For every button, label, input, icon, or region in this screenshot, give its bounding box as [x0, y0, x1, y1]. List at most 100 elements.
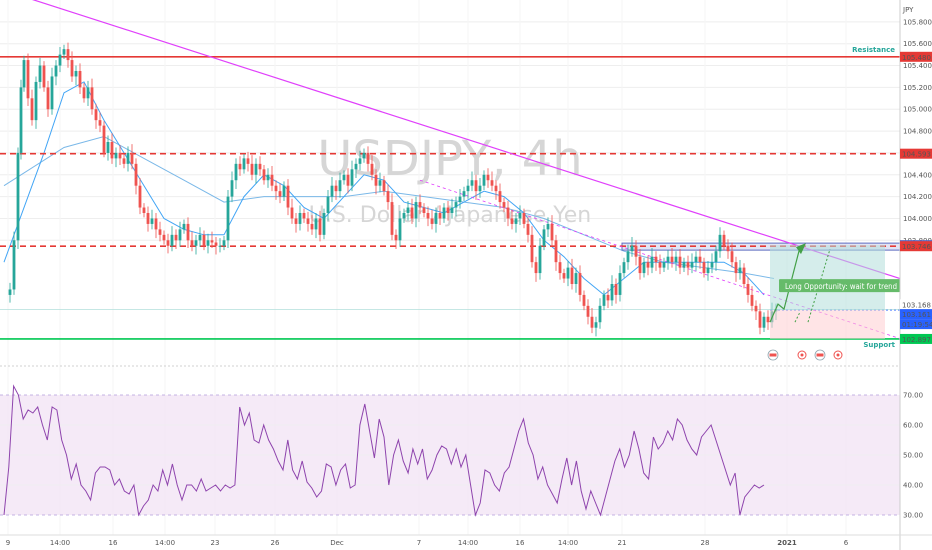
resistance-label[interactable]: Resistance: [852, 46, 895, 54]
chart-annotations[interactable]: Resistance Support Long Opportunity: wait …: [779, 46, 900, 349]
rsi-grid-lines: [0, 394, 900, 516]
price-tick-label: 105.000: [903, 106, 932, 114]
candle-body: [370, 163, 374, 175]
candle-body: [574, 273, 578, 284]
price-axis-level-labels: 105.480104.593103.756103.746103.168103.1…: [900, 51, 932, 344]
long-opportunity-text[interactable]: Long Opportunity: wait for trend: [785, 282, 897, 291]
candle-body: [342, 174, 346, 181]
rsi-tick-label: 60.00: [903, 422, 923, 430]
economic-event-icons[interactable]: [767, 349, 843, 361]
price-axis-badge: [900, 309, 932, 320]
candle-body: [354, 163, 358, 170]
price-tick-label: 104.800: [903, 128, 932, 136]
candle-body: [58, 54, 62, 66]
candle-body: [406, 207, 410, 213]
candle-body: [54, 65, 58, 77]
candle-body: [558, 262, 562, 274]
candle-body: [514, 218, 518, 224]
time-tick-label: 14:00: [458, 539, 478, 547]
candle-body: [490, 180, 494, 186]
candle-body: [638, 256, 642, 274]
candle-body: [22, 60, 26, 88]
candle-body: [646, 262, 650, 268]
rsi-pane[interactable]: [0, 384, 900, 517]
event-dot-center-icon: [800, 353, 804, 357]
long-opportunity-callout[interactable]: [779, 279, 900, 293]
candle-body: [522, 213, 526, 224]
stop-loss-zone[interactable]: [770, 310, 885, 339]
candle-body: [710, 262, 714, 268]
price-tick-label: 104.200: [903, 193, 932, 201]
time-tick-label: 26: [271, 539, 280, 547]
flag-stripe-icon: [769, 353, 777, 357]
candle-body: [446, 207, 450, 213]
price-axis-badge-label: 103.746: [902, 243, 931, 251]
trendline-path[interactable]: [0, 0, 901, 280]
price-axis-background: [900, 0, 932, 550]
price-tick-label: 105.800: [903, 18, 932, 26]
price-tick-label: 104.000: [903, 215, 932, 223]
long-position-tool[interactable]: [769, 243, 885, 339]
candle-body: [202, 234, 206, 246]
candle-body: [150, 218, 154, 224]
price-axis-badge-label: 103.161: [902, 311, 931, 319]
projected-path-arrow: [769, 246, 801, 323]
candle-body: [462, 191, 466, 197]
candle-body: [530, 234, 534, 263]
price-axis-badge: [900, 299, 932, 310]
time-tick-label: 7: [417, 539, 421, 547]
take-profit-zone[interactable]: [770, 245, 885, 311]
candle-body: [70, 60, 74, 77]
candle-body: [390, 202, 394, 235]
time-tick-label: 14:00: [155, 539, 175, 547]
candle-body: [42, 65, 46, 88]
time-axis[interactable]: 9 14:00 16 14:00 23 26 Dec 7 14:00 16 14:00 21 28 202…: [6, 539, 849, 547]
time-tick-label: 21: [618, 539, 627, 547]
candle-body: [274, 185, 278, 192]
candle-body: [706, 267, 710, 274]
arrow-head-icon: [796, 243, 806, 255]
candle-body: [314, 218, 318, 230]
time-tick-label: 14:00: [50, 539, 70, 547]
price-axis-badge-label: 104.593: [902, 151, 931, 159]
candle-body: [346, 174, 350, 186]
candle-body: [594, 322, 598, 328]
candle-body: [282, 185, 286, 197]
candle-body: [46, 87, 50, 110]
candle-body: [590, 316, 594, 328]
event-dot-center-icon: [836, 353, 840, 357]
candle-body: [194, 240, 198, 246]
time-tick-label: 6: [844, 539, 849, 547]
countdown-badge: [900, 319, 932, 330]
candlestick-series: [8, 42, 778, 337]
candle-body: [662, 262, 666, 268]
candle-body: [506, 207, 510, 219]
candle-body: [294, 218, 298, 224]
candle-body: [698, 256, 702, 263]
time-tick-label: 14:00: [558, 539, 578, 547]
candle-body: [742, 267, 746, 284]
candle-body: [726, 245, 730, 252]
candle-body: [702, 262, 706, 274]
candle-body: [738, 267, 742, 274]
candle-body: [658, 262, 662, 268]
candle-body: [310, 223, 314, 230]
candle-body: [250, 163, 254, 175]
candle-body: [402, 213, 406, 219]
candle-body: [650, 256, 654, 268]
rsi-axis[interactable]: 70.00 60.00 50.00 40.00 30.00: [903, 392, 923, 520]
candle-body: [102, 125, 106, 153]
candle-body: [422, 207, 426, 213]
price-axis-badge-label: 103.168: [902, 301, 931, 309]
candle-body: [366, 152, 370, 164]
candle-body: [138, 185, 142, 208]
candle-body: [322, 213, 326, 235]
candle-body: [426, 213, 430, 219]
horizontal-levels[interactable]: [0, 55, 901, 340]
candle-body: [682, 262, 686, 268]
candle-body: [30, 98, 34, 121]
candle-body: [546, 223, 550, 230]
price-tick-label: 105.200: [903, 84, 932, 92]
support-label[interactable]: Support: [863, 341, 895, 349]
